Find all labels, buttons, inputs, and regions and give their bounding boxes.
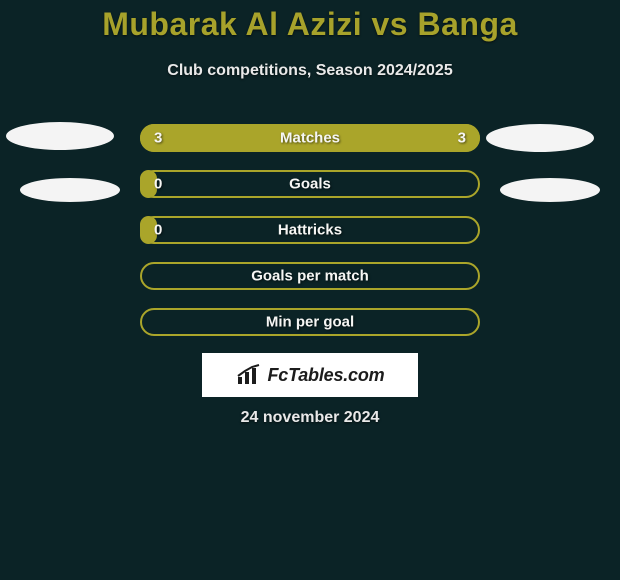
stat-value-left: 0 <box>154 176 162 193</box>
decorative-ellipse <box>486 124 594 152</box>
bar-chart-icon <box>236 364 264 386</box>
stat-row: Min per goal <box>140 308 480 336</box>
stat-label: Matches <box>140 130 480 147</box>
stat-label: Goals <box>140 176 480 193</box>
logo-box: FcTables.com <box>202 353 418 397</box>
stat-label: Goals per match <box>140 268 480 285</box>
stat-label: Hattricks <box>140 222 480 239</box>
background <box>0 0 620 580</box>
stat-row: Hattricks0 <box>140 216 480 244</box>
stat-value-right: 3 <box>458 130 466 147</box>
stat-value-left: 0 <box>154 222 162 239</box>
subtitle: Club competitions, Season 2024/2025 <box>0 62 620 80</box>
stat-row: Matches3 3 <box>140 124 480 152</box>
decorative-ellipse <box>500 178 600 202</box>
stat-label: Min per goal <box>140 314 480 331</box>
page-title: Mubarak Al Azizi vs Banga <box>0 6 620 43</box>
stat-value-left: 3 <box>154 130 162 147</box>
date: 24 november 2024 <box>0 409 620 427</box>
stat-row: Goals0 <box>140 170 480 198</box>
decorative-ellipse <box>20 178 120 202</box>
logo-text: FcTables.com <box>268 365 385 386</box>
decorative-ellipse <box>6 122 114 150</box>
stat-row: Goals per match <box>140 262 480 290</box>
